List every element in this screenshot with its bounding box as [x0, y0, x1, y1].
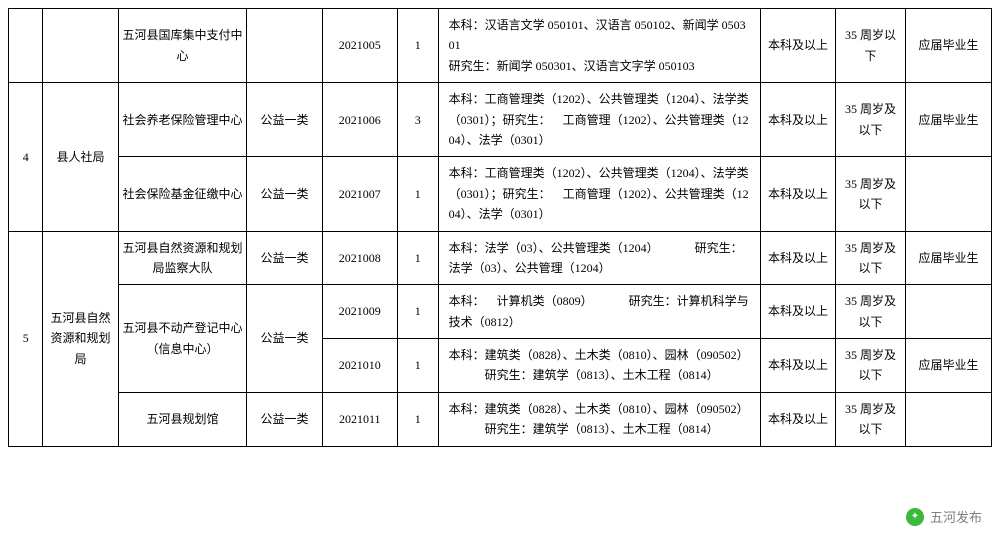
- dept-cell: [43, 9, 118, 83]
- unit-cell: 五河县国库集中支付中心: [118, 9, 247, 83]
- age-cell: 35 周岁及以下: [836, 157, 906, 231]
- note-cell: [905, 285, 991, 339]
- qty-cell: 1: [397, 157, 438, 231]
- requirements-cell: 本科： 计算机类（0809） 研究生：计算机科学与技术（0812）: [438, 285, 760, 339]
- qty-cell: 1: [397, 339, 438, 393]
- code-cell: 2021007: [322, 157, 397, 231]
- category-cell: 公益一类: [247, 83, 322, 157]
- idx-cell: 4: [9, 83, 43, 231]
- education-cell: 本科及以上: [760, 83, 835, 157]
- unit-cell: 五河县不动产登记中心（信息中心）: [118, 285, 247, 393]
- qty-cell: 3: [397, 83, 438, 157]
- unit-cell: 社会养老保险管理中心: [118, 83, 247, 157]
- category-cell: 公益一类: [247, 231, 322, 285]
- note-cell: 应届毕业生: [905, 231, 991, 285]
- unit-cell: 社会保险基金征缴中心: [118, 157, 247, 231]
- age-cell: 35 周岁及以下: [836, 285, 906, 339]
- education-cell: 本科及以上: [760, 157, 835, 231]
- education-cell: 本科及以上: [760, 392, 835, 446]
- requirements-cell: 本科：建筑类（0828）、土木类（0810）、园林（090502） 研究生：建筑…: [438, 339, 760, 393]
- dept-cell: 五河县自然资源和规划局: [43, 231, 118, 446]
- code-cell: 2021009: [322, 285, 397, 339]
- wechat-icon: ✦: [906, 508, 924, 526]
- watermark: ✦ 五河发布: [906, 507, 982, 526]
- education-cell: 本科及以上: [760, 285, 835, 339]
- note-cell: 应届毕业生: [905, 83, 991, 157]
- category-cell: [247, 9, 322, 83]
- category-cell: 公益一类: [247, 392, 322, 446]
- note-cell: 应届毕业生: [905, 9, 991, 83]
- age-cell: 35 周岁及以下: [836, 231, 906, 285]
- age-cell: 35 周岁以下: [836, 9, 906, 83]
- code-cell: 2021011: [322, 392, 397, 446]
- code-cell: 2021010: [322, 339, 397, 393]
- table-row: 五河县国库集中支付中心 20210051本科：汉语言文学 050101、汉语言 0…: [9, 9, 992, 83]
- age-cell: 35 周岁及以下: [836, 83, 906, 157]
- dept-cell: 县人社局: [43, 83, 118, 231]
- watermark-text: 五河发布: [930, 507, 982, 526]
- code-cell: 2021006: [322, 83, 397, 157]
- idx-cell: 5: [9, 231, 43, 446]
- category-cell: 公益一类: [247, 285, 322, 393]
- requirements-cell: 本科：建筑类（0828）、土木类（0810）、园林（090502） 研究生：建筑…: [438, 392, 760, 446]
- unit-cell: 五河县规划馆: [118, 392, 247, 446]
- note-cell: [905, 392, 991, 446]
- table-row: 4县人社局社会养老保险管理中心公益一类20210063本科：工商管理类（1202…: [9, 83, 992, 157]
- unit-cell: 五河县自然资源和规划局监察大队: [118, 231, 247, 285]
- requirements-cell: 本科：工商管理类（1202）、公共管理类（1204）、法学类（0301）；研究生…: [438, 83, 760, 157]
- category-cell: 公益一类: [247, 157, 322, 231]
- qty-cell: 1: [397, 9, 438, 83]
- requirements-cell: 本科：法学（03）、公共管理类（1204） 研究生：法学（03）、公共管理（12…: [438, 231, 760, 285]
- code-cell: 2021005: [322, 9, 397, 83]
- requirements-cell: 本科：汉语言文学 050101、汉语言 050102、新闻学 050301研究生…: [438, 9, 760, 83]
- age-cell: 35 周岁及以下: [836, 392, 906, 446]
- note-cell: 应届毕业生: [905, 339, 991, 393]
- code-cell: 2021008: [322, 231, 397, 285]
- education-cell: 本科及以上: [760, 339, 835, 393]
- education-cell: 本科及以上: [760, 231, 835, 285]
- idx-cell: [9, 9, 43, 83]
- qty-cell: 1: [397, 392, 438, 446]
- education-cell: 本科及以上: [760, 9, 835, 83]
- table-row: 5五河县自然资源和规划局五河县自然资源和规划局监察大队公益一类20210081本…: [9, 231, 992, 285]
- table-row: 五河县规划馆公益一类20210111本科：建筑类（0828）、土木类（0810）…: [9, 392, 992, 446]
- recruitment-table: 五河县国库集中支付中心20210051本科：汉语言文学 050101、汉语言 0…: [8, 8, 992, 447]
- age-cell: 35 周岁及以下: [836, 339, 906, 393]
- table-row: 社会保险基金征缴中心公益一类20210071本科：工商管理类（1202）、公共管…: [9, 157, 992, 231]
- note-cell: [905, 157, 991, 231]
- qty-cell: 1: [397, 231, 438, 285]
- qty-cell: 1: [397, 285, 438, 339]
- requirements-cell: 本科：工商管理类（1202）、公共管理类（1204）、法学类（0301）；研究生…: [438, 157, 760, 231]
- table-row: 五河县不动产登记中心（信息中心）公益一类20210091本科： 计算机类（080…: [9, 285, 992, 339]
